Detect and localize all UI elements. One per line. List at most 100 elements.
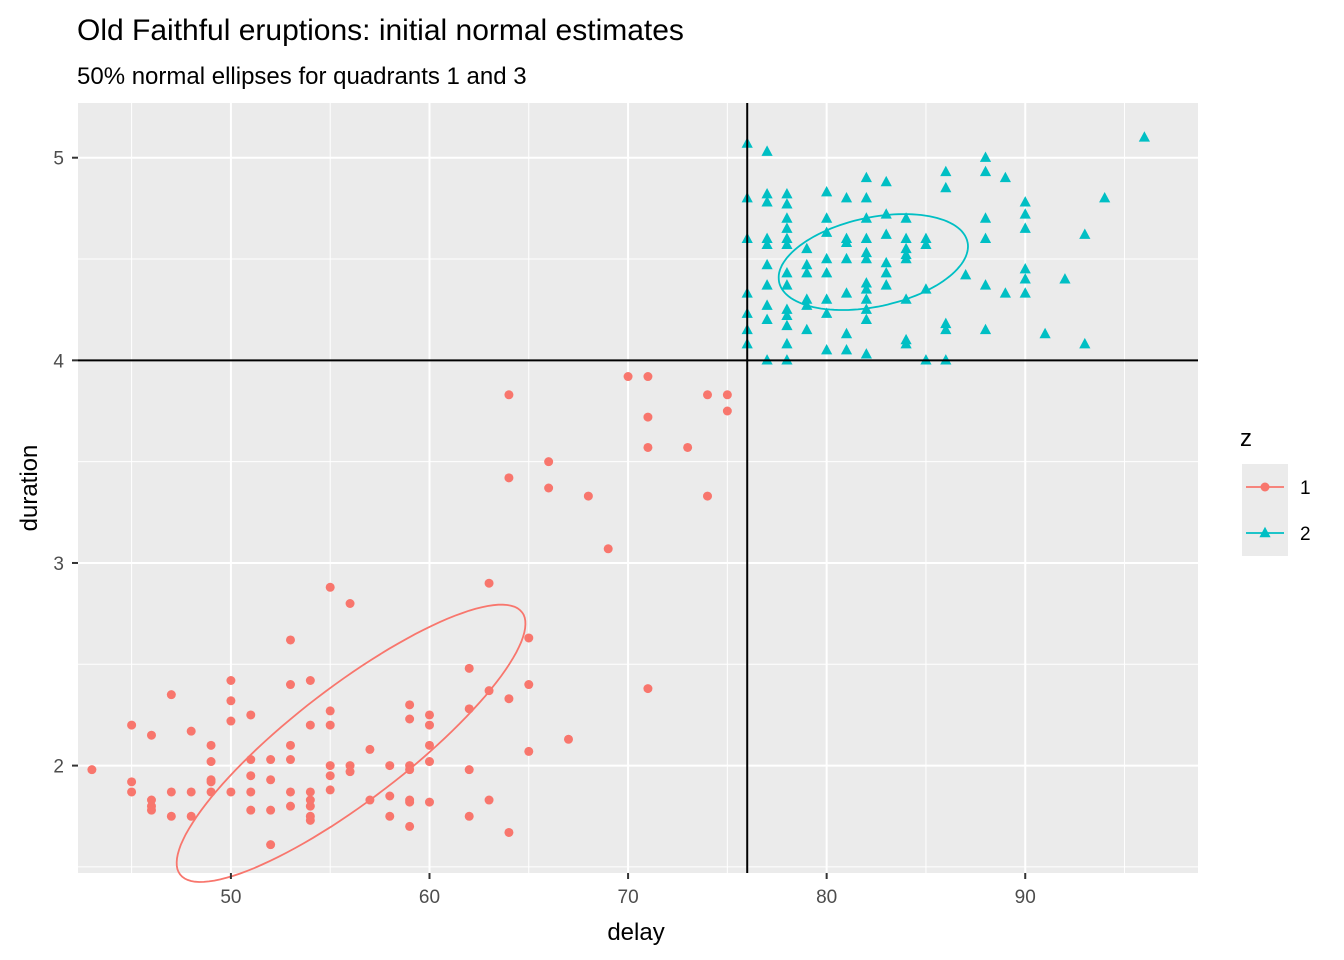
data-point-series-1 <box>683 442 693 452</box>
data-point-series-2 <box>900 242 912 254</box>
data-point-series-1 <box>266 755 276 765</box>
legend-label-2: 2 <box>1300 524 1311 545</box>
data-point-series-1 <box>385 761 395 771</box>
data-point-series-2 <box>979 212 992 223</box>
data-point-series-1 <box>305 815 315 825</box>
x-tick-label: 60 <box>419 887 440 908</box>
data-point-series-2 <box>920 283 932 294</box>
y-tick-label: 4 <box>53 351 64 372</box>
data-point-series-1 <box>226 696 236 706</box>
data-point-series-1 <box>643 684 653 694</box>
x-tick-label: 70 <box>618 887 639 908</box>
data-point-series-1 <box>424 710 434 720</box>
data-point-series-2 <box>761 238 773 250</box>
data-point-series-1 <box>385 791 395 801</box>
data-point-series-2 <box>821 293 833 304</box>
data-point-series-1 <box>524 680 534 690</box>
data-point-series-1 <box>226 676 236 685</box>
data-point-series-1 <box>127 777 137 787</box>
data-point-series-1 <box>266 775 276 785</box>
data-point-series-1 <box>424 797 434 807</box>
data-point-series-1 <box>464 704 474 714</box>
data-point-series-2 <box>761 258 773 270</box>
data-point-series-2 <box>821 267 833 278</box>
y-tick-label: 5 <box>53 149 64 170</box>
data-point-series-2 <box>999 171 1011 183</box>
y-tick-label: 3 <box>53 554 64 575</box>
data-point-series-1 <box>127 720 137 730</box>
data-point-series-2 <box>781 309 793 320</box>
data-point-series-1 <box>305 720 315 730</box>
data-point-series-1 <box>365 744 375 754</box>
data-point-series-1 <box>424 757 434 767</box>
data-point-series-1 <box>246 771 256 781</box>
data-point-series-1 <box>544 483 554 493</box>
data-point-series-1 <box>285 755 295 765</box>
data-point-series-2 <box>860 283 872 294</box>
data-point-series-2 <box>1059 273 1071 284</box>
data-point-series-2 <box>860 192 872 203</box>
data-point-series-2 <box>860 232 872 243</box>
data-point-series-2 <box>999 287 1011 298</box>
data-point-series-2 <box>1019 196 1031 207</box>
data-point-series-1 <box>424 720 434 730</box>
data-point-series-2 <box>920 232 932 243</box>
x-tick-label: 80 <box>816 887 837 908</box>
data-point-series-1 <box>345 599 355 608</box>
data-point-series-1 <box>186 811 196 821</box>
legend-marker-1 <box>1260 482 1270 492</box>
plot-panel <box>78 103 1198 873</box>
data-point-series-2 <box>840 192 853 203</box>
data-point-series-1 <box>146 805 156 815</box>
data-point-series-1 <box>722 406 732 416</box>
data-point-series-2 <box>801 242 813 254</box>
data-point-series-1 <box>166 787 176 797</box>
data-point-series-2 <box>1019 273 1031 284</box>
data-point-series-2 <box>801 258 813 270</box>
data-point-series-2 <box>840 327 853 339</box>
data-point-series-1 <box>504 390 514 400</box>
data-point-series-2 <box>940 181 952 193</box>
data-point-series-2 <box>781 267 793 278</box>
data-point-series-1 <box>166 690 176 700</box>
data-point-series-1 <box>226 787 236 797</box>
data-point-series-2 <box>880 208 892 219</box>
data-point-series-1 <box>166 811 176 821</box>
data-point-series-1 <box>703 390 713 400</box>
data-point-series-1 <box>246 710 256 720</box>
data-point-series-1 <box>266 840 276 850</box>
data-point-series-2 <box>1138 131 1150 142</box>
data-point-series-2 <box>781 232 793 243</box>
data-point-series-2 <box>979 165 992 177</box>
data-point-series-2 <box>781 212 793 223</box>
data-point-series-2 <box>860 277 872 288</box>
data-point-series-1 <box>345 767 355 777</box>
data-point-series-1 <box>484 795 494 805</box>
data-point-series-1 <box>405 700 415 710</box>
data-point-series-2 <box>1019 262 1031 274</box>
data-point-series-1 <box>146 730 156 740</box>
data-point-series-1 <box>325 771 335 781</box>
data-point-series-2 <box>781 303 793 314</box>
data-point-series-1 <box>504 827 514 837</box>
data-point-series-2 <box>880 267 892 278</box>
data-point-series-1 <box>285 680 295 690</box>
data-point-series-2 <box>900 212 912 223</box>
data-point-series-2 <box>821 344 833 355</box>
data-point-series-2 <box>920 238 932 250</box>
data-point-series-1 <box>703 491 713 501</box>
data-point-series-2 <box>821 212 833 223</box>
data-point-series-2 <box>761 196 773 207</box>
data-point-series-2 <box>900 337 912 349</box>
data-point-series-1 <box>544 457 554 467</box>
data-point-series-2 <box>979 232 992 243</box>
data-point-series-1 <box>87 765 97 775</box>
data-point-series-1 <box>643 372 653 382</box>
data-point-series-2 <box>900 252 912 264</box>
ellipse-series-1 <box>175 603 527 883</box>
data-point-series-2 <box>860 246 872 258</box>
data-point-series-1 <box>365 795 375 805</box>
y-tick-label: 2 <box>53 757 64 778</box>
data-point-series-2 <box>761 145 773 156</box>
legend-title: z <box>1240 425 1252 452</box>
